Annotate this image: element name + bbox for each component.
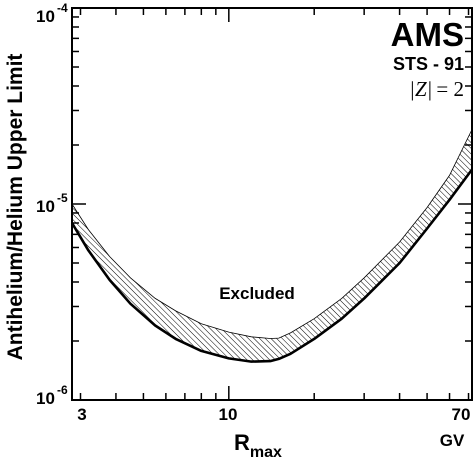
- y-tick-label-1e-4: 10 -4: [36, 1, 68, 26]
- annotation-charge: |Z| = 2: [409, 77, 464, 101]
- y-tick-base: 10: [36, 389, 55, 408]
- y-axis-label: Antihelium/Helium Upper Limit: [4, 54, 27, 361]
- y-tick-label-1e-5: 10 -5: [36, 191, 68, 216]
- annotation-charge-lhs: |Z|: [409, 77, 432, 101]
- x-tick-label-70: 70: [452, 405, 471, 424]
- annotation-charge-rhs: = 2: [436, 77, 464, 101]
- y-tick-exp: -5: [57, 191, 68, 205]
- y-tick-exp: -6: [57, 383, 68, 397]
- axis-ticks: [72, 8, 472, 401]
- x-axis-label-subscript: max: [250, 444, 282, 461]
- y-tick-base: 10: [36, 197, 55, 216]
- band-upper-edge: [71, 129, 473, 339]
- x-axis-unit: GV: [440, 431, 465, 450]
- x-axis-label-main: R: [234, 430, 250, 455]
- y-tick-label-1e-6: 10 -6: [36, 383, 68, 408]
- annotation-excluded: Excluded: [219, 284, 295, 303]
- y-tick-exp: -4: [57, 1, 68, 15]
- upper-limit-curve: [70, 168, 474, 363]
- x-tick-label-3: 3: [77, 405, 86, 424]
- x-axis-label: Rmax: [234, 430, 282, 461]
- plot-background: [72, 8, 472, 400]
- annotation-experiment: AMS: [391, 16, 464, 53]
- annotation-mission: STS - 91: [393, 54, 464, 74]
- x-tick-label-10: 10: [219, 405, 238, 424]
- y-tick-base: 10: [36, 7, 55, 26]
